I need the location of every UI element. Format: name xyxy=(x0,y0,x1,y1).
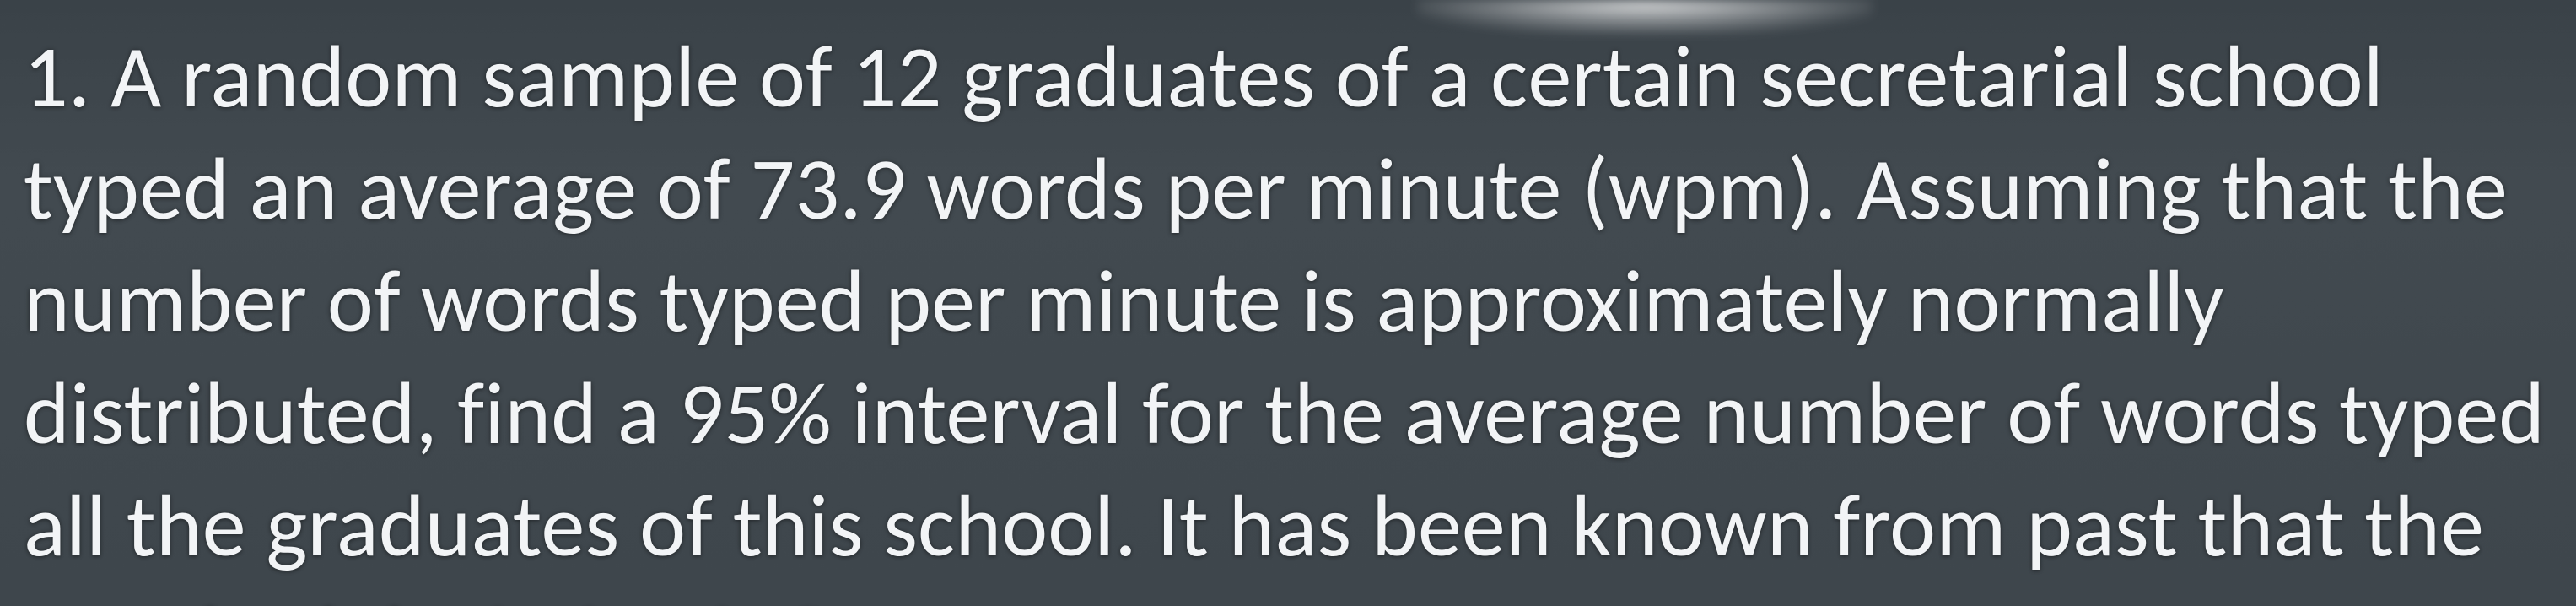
problem-text: A random sample of 12 graduates of a cer… xyxy=(24,23,2545,606)
problem-number: 1. xyxy=(24,23,90,130)
problem-paragraph: 1. A random sample of 12 graduates of a … xyxy=(24,20,2559,606)
